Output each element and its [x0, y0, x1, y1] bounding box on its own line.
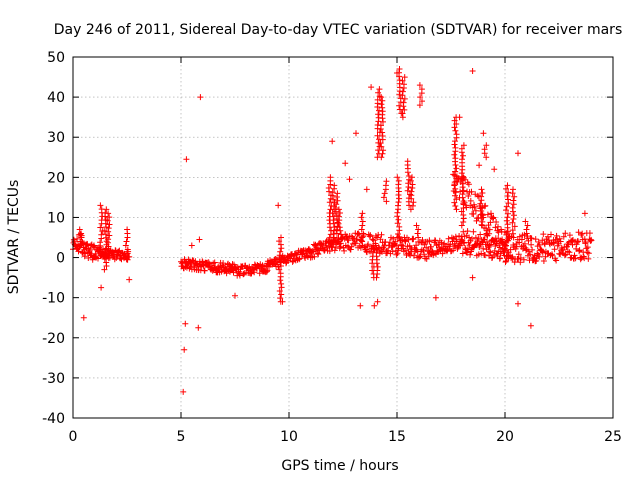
y-tick-label: 0 [56, 251, 65, 267]
x-tick-labels: 0 5 10 15 20 25 [69, 429, 622, 445]
y-tick-label: -20 [42, 331, 65, 347]
x-axis-label: GPS time / hours [281, 458, 398, 474]
x-tick-label: 10 [280, 429, 298, 445]
y-tick-label: 40 [47, 90, 65, 106]
y-tick-labels: -40 -30 -20 -10 0 10 20 30 40 50 [42, 50, 65, 427]
data-point-markers [70, 66, 595, 395]
y-tick-label: 10 [47, 210, 65, 226]
tick-marks [72, 56, 614, 419]
y-tick-label: 30 [47, 130, 65, 146]
x-tick-label: 15 [388, 429, 406, 445]
x-tick-label: 0 [69, 429, 78, 445]
y-axis-label: SDTVAR / TECUs [6, 180, 22, 295]
chart-title: Day 246 of 2011, Sidereal Day-to-day VTE… [54, 22, 622, 38]
y-tick-label: -40 [42, 411, 65, 427]
scatter-markers [70, 66, 595, 395]
y-tick-label: 50 [47, 50, 65, 66]
x-tick-label: 20 [496, 429, 514, 445]
y-tick-label: -10 [42, 291, 65, 307]
x-tick-label: 25 [604, 429, 622, 445]
x-tick-label: 5 [177, 429, 186, 445]
y-tick-label: 20 [47, 170, 65, 186]
plot-frame [72, 56, 614, 419]
y-tick-label: -30 [42, 371, 65, 387]
